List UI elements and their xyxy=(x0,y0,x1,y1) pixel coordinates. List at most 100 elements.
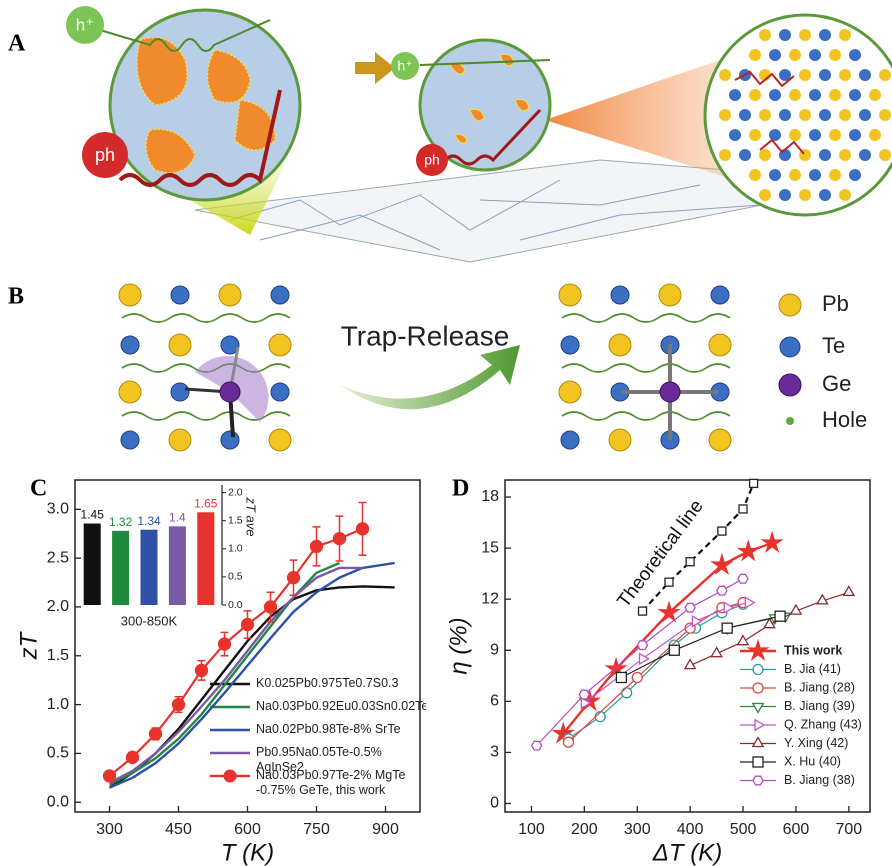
atom xyxy=(879,69,891,81)
marker xyxy=(171,697,186,712)
atom xyxy=(839,189,851,201)
atom xyxy=(769,169,781,181)
marker xyxy=(737,573,749,584)
atom xyxy=(608,333,632,357)
atom xyxy=(829,49,841,61)
y-tick-label: 2.0 xyxy=(47,598,69,615)
atom xyxy=(859,69,871,81)
atom xyxy=(769,129,781,141)
legend-label: This work xyxy=(784,643,842,657)
atom xyxy=(719,109,731,121)
atom xyxy=(769,89,781,101)
legend-entry: Pb0.95Na0.05Te-0.5% AgInSe2 xyxy=(256,745,382,774)
atom xyxy=(270,285,290,305)
legend-label: Pb0.95Na0.05Te-0.5% AgInSe2 xyxy=(256,745,382,774)
legend-label: Na0.03Pb0.97Te-2% MgTe -0.75% GeTe, this… xyxy=(256,768,406,797)
ge-atom xyxy=(659,381,681,403)
legend-marker xyxy=(754,718,766,732)
marker xyxy=(717,526,727,536)
marker xyxy=(736,634,750,646)
x-axis-label: T (K) xyxy=(221,839,274,866)
legend-label: B. Jiang (28) xyxy=(784,680,855,694)
legend-label: Ge xyxy=(822,371,851,396)
atom xyxy=(220,430,240,450)
legend-entry: Na0.03Pb0.97Te-2% MgTe -0.75% GeTe, this… xyxy=(256,768,406,797)
atom xyxy=(558,380,582,404)
marker xyxy=(748,478,759,489)
atom xyxy=(220,335,240,355)
marker xyxy=(355,522,370,536)
marker xyxy=(286,570,301,585)
legend-label: B. Jiang (38) xyxy=(784,773,855,787)
phonon-label: ph xyxy=(95,145,115,165)
atom xyxy=(829,129,841,141)
legend-label: Hole xyxy=(822,407,867,432)
atom xyxy=(779,69,791,81)
marker xyxy=(774,610,786,622)
atom xyxy=(839,29,851,41)
series-line xyxy=(109,561,395,789)
atom xyxy=(809,89,821,101)
y-tick-label: 6 xyxy=(490,693,499,710)
atom xyxy=(849,169,861,181)
series-line xyxy=(108,561,340,786)
marker xyxy=(263,600,278,614)
atom xyxy=(749,89,761,101)
legend-label: B. Jia (41) xyxy=(784,662,841,676)
marker xyxy=(683,658,697,670)
hole-wave xyxy=(561,313,731,323)
atom xyxy=(789,129,801,141)
hole-wave xyxy=(121,313,291,323)
hole-wave xyxy=(561,411,731,421)
atom xyxy=(168,333,192,357)
panel-a-drawing: h⁺ ph h⁺ ph xyxy=(66,6,892,263)
atom xyxy=(849,89,861,101)
hole-wave xyxy=(121,411,291,421)
atom xyxy=(708,428,732,452)
y-tick-label: 2.5 xyxy=(47,549,69,566)
atom xyxy=(819,29,831,41)
marker xyxy=(684,602,696,613)
atom xyxy=(859,149,871,161)
atom xyxy=(759,109,771,121)
marker xyxy=(636,640,649,651)
panel-label: B xyxy=(8,284,24,310)
annotation: Theoretical line xyxy=(613,496,707,612)
marker xyxy=(691,614,703,628)
x-tick-label: 600 xyxy=(783,821,810,838)
atom xyxy=(779,109,791,121)
hole-label: h⁺ xyxy=(76,15,94,34)
marker xyxy=(240,617,255,632)
marker xyxy=(664,577,674,587)
panel-label: A xyxy=(8,31,26,57)
atom xyxy=(739,149,751,161)
legend-marker xyxy=(751,736,765,748)
atom xyxy=(719,149,731,161)
atom xyxy=(799,109,811,121)
marker xyxy=(760,530,784,553)
x-axis-label: ΔT (K) xyxy=(652,839,722,866)
atom xyxy=(839,69,851,81)
value-label: 1.4 xyxy=(169,511,186,525)
bar xyxy=(168,526,186,605)
atom xyxy=(118,283,142,307)
x-tick-label: 450 xyxy=(165,821,192,838)
value-label: 1.32 xyxy=(109,515,133,529)
marker xyxy=(102,769,117,783)
y-axis-label: zT ave xyxy=(244,496,259,536)
panel-label: D xyxy=(452,476,469,502)
y-tick-label: 0.0 xyxy=(47,793,69,810)
atom xyxy=(118,380,142,404)
atom xyxy=(168,428,192,452)
atom xyxy=(789,49,801,61)
value-label: 1.65 xyxy=(194,496,218,510)
marker xyxy=(721,622,733,634)
y-tick-label: 0 xyxy=(490,795,499,812)
marker xyxy=(763,617,776,629)
ge-atom xyxy=(219,381,241,403)
atom xyxy=(218,283,242,307)
marker xyxy=(710,552,734,576)
atom xyxy=(658,283,682,307)
atom xyxy=(120,430,140,450)
atom xyxy=(759,189,771,201)
